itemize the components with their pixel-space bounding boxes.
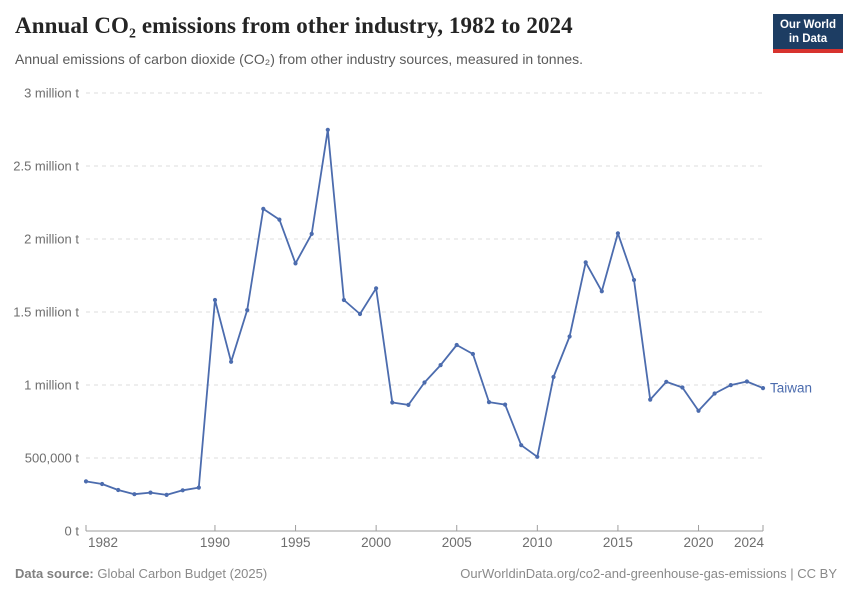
- owid-logo[interactable]: Our World in Data: [772, 14, 843, 53]
- data-point: [551, 374, 556, 380]
- data-point: [406, 402, 411, 407]
- owid-logo-line2: in Data: [788, 33, 828, 45]
- data-point: [277, 217, 282, 222]
- chart-footer: Data source: Global Carbon Budget (2025)…: [15, 566, 837, 581]
- chart-subtitle: Annual emissions of carbon dioxide (CO₂)…: [15, 51, 584, 67]
- footer-citation-link[interactable]: OurWorldinData.org/co2-and-greenhouse-ga…: [460, 566, 837, 581]
- x-tick-label: 1995: [281, 535, 311, 550]
- y-tick-label: 1.5 million t: [13, 304, 79, 319]
- y-tick-label: 2 million t: [24, 231, 79, 246]
- x-tick-label: 2000: [361, 535, 391, 550]
- data-point: [438, 363, 443, 368]
- data-point: [486, 400, 492, 405]
- x-tick-label: 2005: [442, 535, 472, 550]
- data-source-value: Global Carbon Budget (2025): [93, 566, 268, 581]
- data-point: [648, 397, 653, 402]
- data-point: [212, 297, 218, 303]
- y-axis: 0 t 500,000 t 1 million t 1.5 million t 2 mi…: [13, 85, 763, 538]
- data-point: [631, 277, 637, 283]
- data-source-label: Data source:: [15, 566, 94, 581]
- data-point: [261, 206, 266, 211]
- data-point: [309, 231, 314, 236]
- data-point: [245, 308, 250, 313]
- data-point: [374, 286, 379, 291]
- data-point: [148, 490, 153, 495]
- x-tick-label: 2010: [522, 535, 552, 550]
- y-tick-label: 0 t: [65, 523, 80, 538]
- y-tick-label: 500,000 t: [25, 450, 80, 465]
- data-point: [83, 479, 89, 484]
- data-source-note: Data source: Global Carbon Budget (2025): [15, 566, 267, 581]
- data-point: [422, 380, 427, 385]
- data-point: [229, 359, 234, 364]
- x-tick-label: 1982: [88, 535, 118, 550]
- data-point: [583, 260, 588, 265]
- data-point: [680, 385, 685, 390]
- data-point: [470, 351, 475, 357]
- data-point: [615, 231, 621, 236]
- owid-logo-line1: Our World: [779, 19, 836, 31]
- x-tick-label: 2020: [684, 535, 714, 550]
- data-point: [535, 454, 540, 459]
- data-point: [293, 261, 298, 266]
- data-point: [567, 334, 572, 339]
- page-title: Annual CO₂ emissions from other industry…: [15, 13, 573, 38]
- data-point: [760, 386, 766, 391]
- x-tick-label: 2024: [734, 535, 765, 550]
- data-point: [132, 492, 137, 497]
- data-point: [696, 408, 701, 413]
- data-point: [712, 391, 717, 396]
- data-point: [728, 383, 733, 388]
- data-point: [519, 443, 524, 448]
- series-line: [85, 128, 764, 496]
- data-point: [454, 342, 459, 348]
- y-tick-label: 3 million t: [24, 85, 79, 100]
- x-tick-label: 2015: [603, 535, 633, 550]
- y-tick-label: 2.5 million t: [13, 158, 79, 173]
- data-point: [390, 400, 395, 405]
- data-point: [744, 379, 750, 384]
- data-point: [341, 297, 346, 303]
- data-point: [180, 488, 185, 493]
- x-axis: 1982 1990 1995 2000 2005 2010 2015 2020 2024: [85, 525, 765, 550]
- data-point: [357, 311, 363, 317]
- data-point: [325, 127, 330, 132]
- data-point: [100, 481, 105, 487]
- data-point: [196, 485, 201, 490]
- x-tick-label: 1990: [200, 535, 230, 550]
- series-taiwan: Taiwan: [83, 127, 812, 497]
- data-point: [116, 487, 121, 493]
- data-point: [164, 492, 169, 497]
- data-point: [664, 379, 669, 384]
- data-point: [503, 402, 508, 407]
- entity-label: Taiwan: [770, 381, 812, 396]
- y-tick-label: 1 million t: [24, 377, 79, 392]
- data-point: [599, 289, 604, 294]
